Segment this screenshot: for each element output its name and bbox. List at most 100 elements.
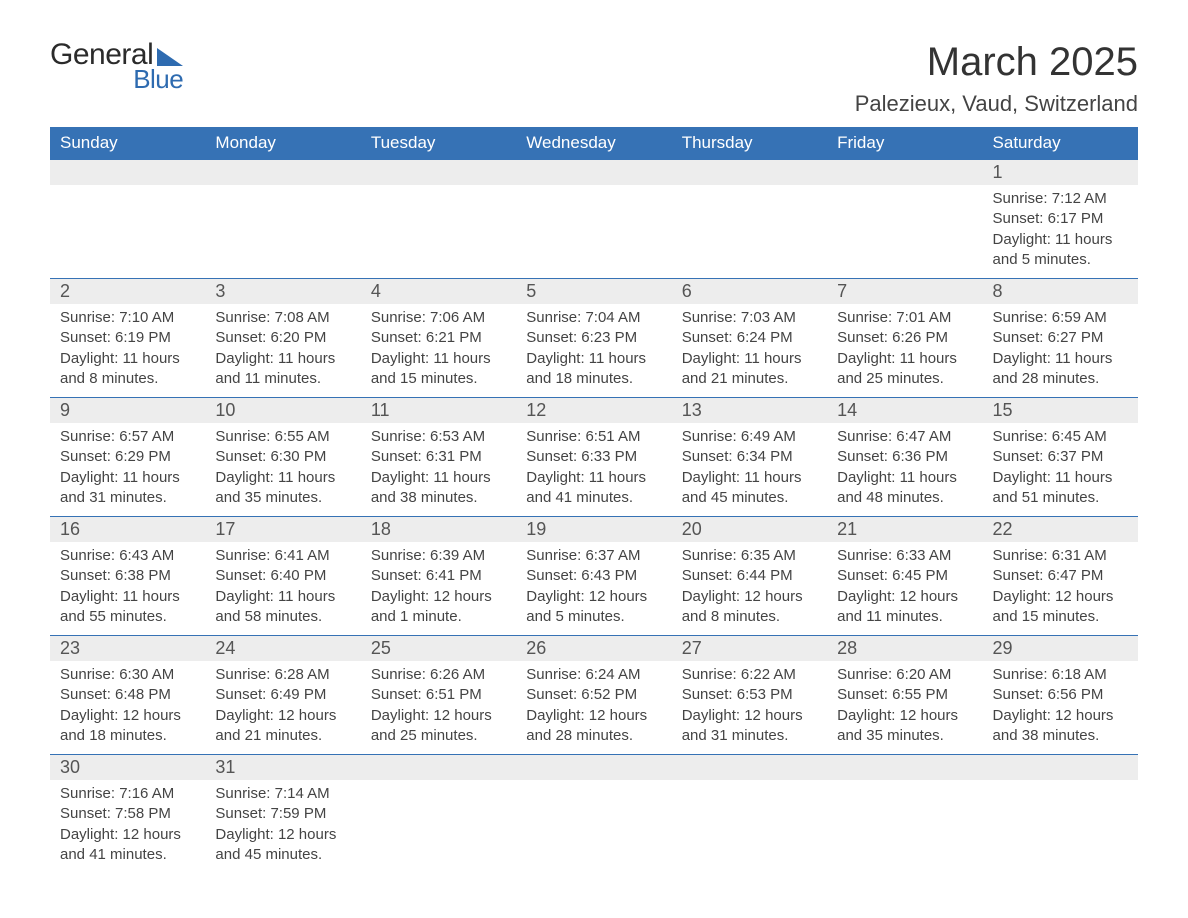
- day-content: Sunrise: 6:43 AMSunset: 6:38 PMDaylight:…: [50, 542, 205, 635]
- day-header: Tuesday: [361, 127, 516, 160]
- day-content: Sunrise: 6:28 AMSunset: 6:49 PMDaylight:…: [205, 661, 360, 754]
- day-number-cell: [516, 160, 671, 186]
- sunrise-text: Sunrise: 7:04 AM: [526, 308, 661, 328]
- day-number: 5: [516, 279, 671, 304]
- day-number-cell: 6: [672, 279, 827, 305]
- sunrise-text: Sunrise: 6:22 AM: [682, 665, 817, 685]
- sunset-text: Sunset: 6:20 PM: [215, 328, 350, 348]
- day-content-cell: Sunrise: 7:06 AMSunset: 6:21 PMDaylight:…: [361, 304, 516, 398]
- sunrise-text: Sunrise: 6:20 AM: [837, 665, 972, 685]
- day-content-cell: Sunrise: 6:33 AMSunset: 6:45 PMDaylight:…: [827, 542, 982, 636]
- day-content-cell: [50, 185, 205, 279]
- day-content-cell: Sunrise: 6:20 AMSunset: 6:55 PMDaylight:…: [827, 661, 982, 755]
- sunset-text: Sunset: 6:17 PM: [993, 209, 1128, 229]
- day-number-cell: 9: [50, 398, 205, 424]
- day-number-row: 2345678: [50, 279, 1138, 305]
- sunrise-text: Sunrise: 7:16 AM: [60, 784, 195, 804]
- day-number-cell: 18: [361, 517, 516, 543]
- day-number-cell: [827, 160, 982, 186]
- day-content-cell: Sunrise: 7:16 AMSunset: 7:58 PMDaylight:…: [50, 780, 205, 873]
- day-content: Sunrise: 7:08 AMSunset: 6:20 PMDaylight:…: [205, 304, 360, 397]
- day-number-cell: [672, 755, 827, 781]
- day-content-cell: [827, 780, 982, 873]
- daylight-text: Daylight: 11 hours and 11 minutes.: [215, 349, 350, 390]
- sunrise-text: Sunrise: 6:26 AM: [371, 665, 506, 685]
- logo: General Blue: [50, 40, 183, 92]
- day-number: [361, 755, 516, 759]
- day-content-cell: Sunrise: 6:53 AMSunset: 6:31 PMDaylight:…: [361, 423, 516, 517]
- day-content-cell: Sunrise: 6:45 AMSunset: 6:37 PMDaylight:…: [983, 423, 1138, 517]
- day-header: Friday: [827, 127, 982, 160]
- day-number: 28: [827, 636, 982, 661]
- day-content: Sunrise: 6:24 AMSunset: 6:52 PMDaylight:…: [516, 661, 671, 754]
- day-content: [516, 185, 671, 267]
- day-content-cell: Sunrise: 7:12 AMSunset: 6:17 PMDaylight:…: [983, 185, 1138, 279]
- day-number: [983, 755, 1138, 759]
- day-content-cell: Sunrise: 6:30 AMSunset: 6:48 PMDaylight:…: [50, 661, 205, 755]
- daylight-text: Daylight: 11 hours and 35 minutes.: [215, 468, 350, 509]
- sunset-text: Sunset: 6:38 PM: [60, 566, 195, 586]
- day-content-cell: Sunrise: 6:28 AMSunset: 6:49 PMDaylight:…: [205, 661, 360, 755]
- day-number: 24: [205, 636, 360, 661]
- sunrise-text: Sunrise: 7:03 AM: [682, 308, 817, 328]
- day-number-row: 1: [50, 160, 1138, 186]
- day-number-cell: 2: [50, 279, 205, 305]
- day-content-cell: Sunrise: 6:18 AMSunset: 6:56 PMDaylight:…: [983, 661, 1138, 755]
- sunrise-text: Sunrise: 6:30 AM: [60, 665, 195, 685]
- day-content-cell: Sunrise: 6:37 AMSunset: 6:43 PMDaylight:…: [516, 542, 671, 636]
- day-content-cell: Sunrise: 6:59 AMSunset: 6:27 PMDaylight:…: [983, 304, 1138, 398]
- day-content: Sunrise: 6:55 AMSunset: 6:30 PMDaylight:…: [205, 423, 360, 516]
- day-number: 6: [672, 279, 827, 304]
- day-number: [827, 755, 982, 759]
- daylight-text: Daylight: 11 hours and 55 minutes.: [60, 587, 195, 628]
- day-number-cell: [50, 160, 205, 186]
- day-number-cell: 8: [983, 279, 1138, 305]
- daylight-text: Daylight: 11 hours and 41 minutes.: [526, 468, 661, 509]
- day-number: 7: [827, 279, 982, 304]
- sunrise-text: Sunrise: 6:39 AM: [371, 546, 506, 566]
- daylight-text: Daylight: 11 hours and 58 minutes.: [215, 587, 350, 628]
- day-number: 4: [361, 279, 516, 304]
- day-content: Sunrise: 7:03 AMSunset: 6:24 PMDaylight:…: [672, 304, 827, 397]
- day-content: Sunrise: 6:59 AMSunset: 6:27 PMDaylight:…: [983, 304, 1138, 397]
- day-content-cell: Sunrise: 6:47 AMSunset: 6:36 PMDaylight:…: [827, 423, 982, 517]
- sunset-text: Sunset: 6:34 PM: [682, 447, 817, 467]
- day-content: [983, 780, 1138, 862]
- sunrise-text: Sunrise: 7:01 AM: [837, 308, 972, 328]
- day-content-cell: Sunrise: 6:43 AMSunset: 6:38 PMDaylight:…: [50, 542, 205, 636]
- day-content-cell: Sunrise: 6:26 AMSunset: 6:51 PMDaylight:…: [361, 661, 516, 755]
- day-content: Sunrise: 7:04 AMSunset: 6:23 PMDaylight:…: [516, 304, 671, 397]
- day-content: [361, 185, 516, 267]
- day-number-cell: [361, 755, 516, 781]
- day-content: Sunrise: 6:26 AMSunset: 6:51 PMDaylight:…: [361, 661, 516, 754]
- sunset-text: Sunset: 6:56 PM: [993, 685, 1128, 705]
- day-content-cell: Sunrise: 6:41 AMSunset: 6:40 PMDaylight:…: [205, 542, 360, 636]
- day-content-cell: Sunrise: 7:01 AMSunset: 6:26 PMDaylight:…: [827, 304, 982, 398]
- day-number: 15: [983, 398, 1138, 423]
- day-number: 16: [50, 517, 205, 542]
- day-content-row: Sunrise: 6:30 AMSunset: 6:48 PMDaylight:…: [50, 661, 1138, 755]
- daylight-text: Daylight: 12 hours and 41 minutes.: [60, 825, 195, 866]
- day-content-row: Sunrise: 6:43 AMSunset: 6:38 PMDaylight:…: [50, 542, 1138, 636]
- day-number-cell: 19: [516, 517, 671, 543]
- sunset-text: Sunset: 6:26 PM: [837, 328, 972, 348]
- day-content-cell: [672, 185, 827, 279]
- sunset-text: Sunset: 6:36 PM: [837, 447, 972, 467]
- sunrise-text: Sunrise: 6:18 AM: [993, 665, 1128, 685]
- sunset-text: Sunset: 7:58 PM: [60, 804, 195, 824]
- day-content-cell: [827, 185, 982, 279]
- day-content: [827, 185, 982, 267]
- day-number-cell: 1: [983, 160, 1138, 186]
- day-content: Sunrise: 7:01 AMSunset: 6:26 PMDaylight:…: [827, 304, 982, 397]
- month-title: March 2025: [855, 40, 1138, 85]
- day-number-cell: 30: [50, 755, 205, 781]
- sunset-text: Sunset: 6:52 PM: [526, 685, 661, 705]
- day-number: 30: [50, 755, 205, 780]
- day-number-cell: 27: [672, 636, 827, 662]
- day-content-row: Sunrise: 6:57 AMSunset: 6:29 PMDaylight:…: [50, 423, 1138, 517]
- day-number-cell: 21: [827, 517, 982, 543]
- day-content: Sunrise: 6:57 AMSunset: 6:29 PMDaylight:…: [50, 423, 205, 516]
- daylight-text: Daylight: 12 hours and 21 minutes.: [215, 706, 350, 747]
- day-content-cell: [361, 185, 516, 279]
- day-number-cell: 7: [827, 279, 982, 305]
